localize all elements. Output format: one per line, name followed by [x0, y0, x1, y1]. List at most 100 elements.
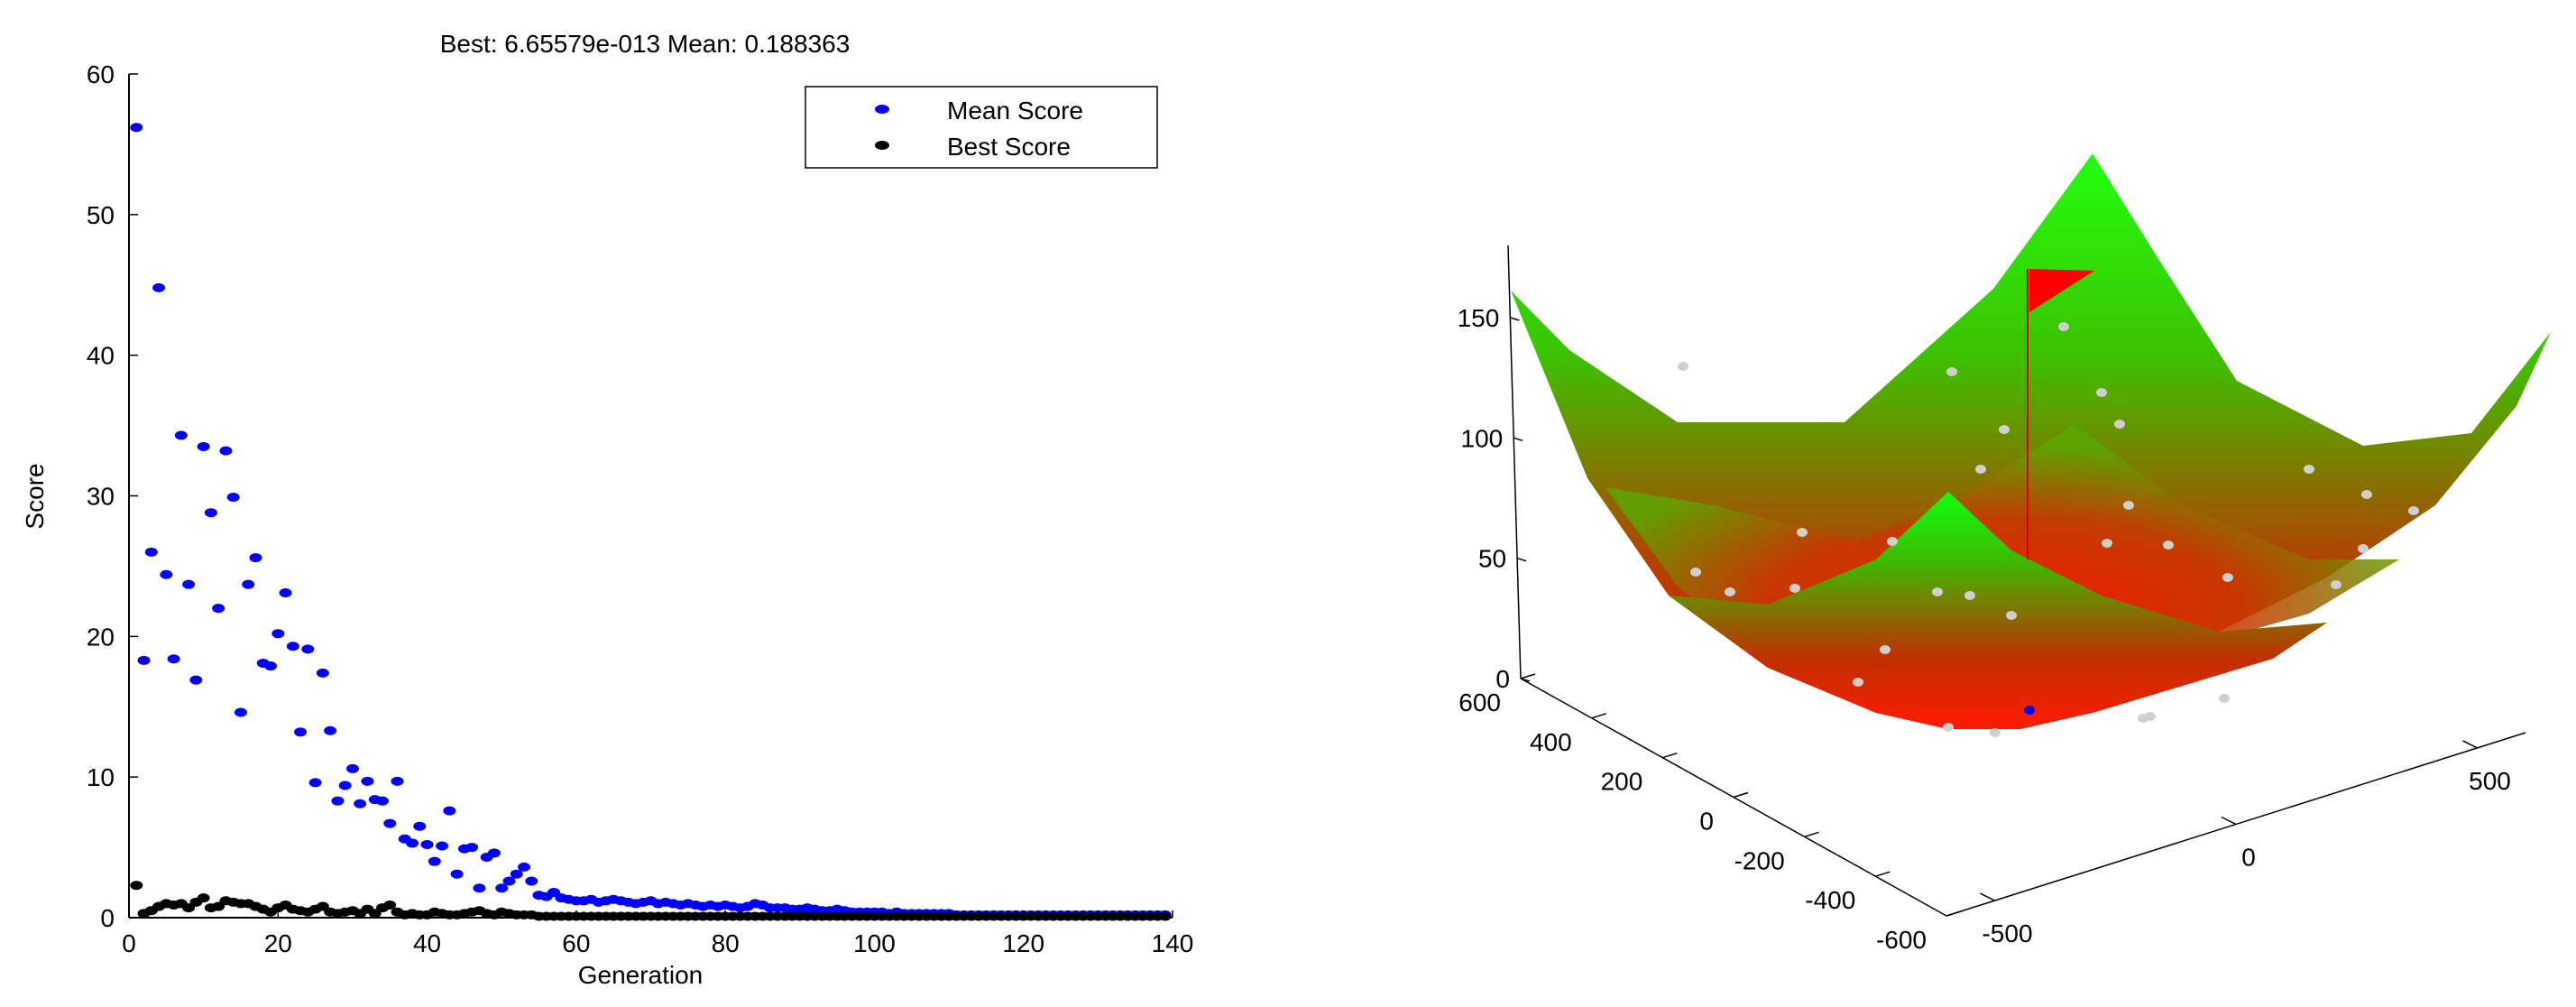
population-dot: [1943, 723, 1954, 732]
mean-score-point: [473, 883, 486, 893]
population-dot: [2102, 539, 2112, 548]
x3d-tick-label: 500: [2469, 767, 2511, 795]
mean-score-point: [167, 654, 180, 664]
mean-score-point: [502, 876, 516, 886]
population-dot: [1853, 678, 1863, 687]
y-axis-ticks: -600 -400 -200 0 200 400 600: [1458, 673, 1962, 954]
mean-score-point: [130, 123, 143, 133]
mean-score-point: [354, 799, 367, 808]
legend-label-mean: Mean Score: [947, 97, 1083, 125]
mean-score-point: [182, 579, 196, 589]
mean-score-point: [428, 856, 441, 866]
surface-plot: 0 50 100 150 -600 -400 -200 0 200 400 600 -500 0 50…: [1458, 153, 2551, 954]
x3d-tick: [1980, 892, 1995, 901]
mean-score-point: [375, 796, 389, 806]
surface-front: [1669, 492, 2327, 729]
y-tick-label: 50: [87, 201, 115, 229]
y-tick-label: 60: [87, 60, 115, 88]
mean-score-point: [242, 579, 255, 589]
population-dot: [1678, 362, 1688, 371]
mean-score-series: [130, 123, 1172, 919]
mean-score-point: [271, 629, 285, 639]
mean-score-point: [361, 776, 374, 786]
y3d-tick: [1804, 831, 1819, 838]
y3d-tick-label: 600: [1458, 688, 1501, 716]
population-dot: [2304, 465, 2314, 474]
mean-score-point: [301, 644, 315, 654]
mean-score-point: [308, 778, 322, 788]
mean-score-point: [226, 493, 240, 503]
x-tick-label: 0: [122, 929, 136, 957]
y3d-tick-label: 200: [1601, 768, 1643, 796]
population-dot: [1946, 367, 1957, 376]
best-score-point: [197, 893, 210, 903]
legend-marker-best: [875, 141, 889, 150]
population-dot: [2219, 694, 2230, 703]
x-axis-label: Generation: [578, 961, 704, 989]
mean-score-point: [391, 776, 404, 786]
y-axis: 0 10 20 30 40 50 60: [87, 60, 138, 932]
population-dot: [2361, 490, 2372, 499]
z-tick-label: 100: [1461, 424, 1504, 452]
z-tick: [1520, 678, 1531, 682]
y3d-tick-label: -400: [1805, 886, 1855, 914]
population-dot: [2331, 580, 2341, 589]
y-tick-label: 10: [87, 763, 115, 791]
x3d-tick-label: 0: [2241, 844, 2256, 872]
mean-score-point: [465, 843, 479, 853]
mean-score-point: [286, 642, 299, 651]
population-dot: [1797, 528, 1808, 537]
population-dot: [2408, 506, 2419, 515]
mean-score-point: [152, 282, 166, 292]
population-dot: [1880, 645, 1891, 654]
y3d-tick: [1591, 713, 1606, 719]
x-tick-label: 60: [562, 929, 590, 957]
population-dot: [1975, 465, 1986, 474]
mean-score-point: [249, 553, 262, 563]
x-tick-label: 40: [413, 929, 441, 957]
legend: Mean Score Best Score: [805, 86, 1158, 169]
legend-label-best: Best Score: [947, 133, 1071, 161]
best-score-point: [130, 881, 143, 891]
mean-score-point: [331, 796, 345, 806]
x3d-tick: [2221, 816, 2237, 826]
x-tick-label: 20: [264, 929, 292, 957]
x-tick-label: 120: [1002, 929, 1044, 957]
mean-score-point: [197, 441, 210, 451]
best-score-point: [316, 901, 329, 911]
y3d-tick-label: 400: [1530, 728, 1572, 756]
z-tick: [1516, 557, 1527, 562]
population-dot: [2163, 540, 2174, 550]
best-score-point: [368, 909, 382, 919]
mean-score-point: [436, 841, 449, 851]
population-dot: [1887, 537, 1898, 546]
y-tick-label: 20: [87, 623, 115, 651]
mean-score-point: [189, 675, 203, 685]
mean-score-point: [510, 869, 523, 879]
y3d-tick: [1662, 752, 1678, 759]
mean-score-point: [487, 848, 501, 858]
mean-score-point: [406, 838, 419, 848]
mean-score-point: [450, 869, 464, 879]
mean-score-point: [294, 727, 308, 737]
mean-score-point: [174, 430, 188, 440]
population-dot: [2358, 544, 2369, 553]
z-tick-label: 50: [1478, 545, 1506, 573]
mean-score-point: [518, 862, 531, 872]
mean-score-point: [234, 707, 247, 717]
z-tick-label: 0: [1495, 665, 1510, 693]
mean-score-point: [264, 661, 278, 671]
population-dot: [1964, 591, 1975, 600]
mean-score-point: [160, 569, 173, 579]
best-score-point: [182, 903, 196, 913]
mean-score-point: [324, 725, 337, 735]
population-dot: [1999, 425, 2010, 434]
x3d-tick-label: -500: [1982, 919, 2032, 947]
population-markers: [1678, 322, 2419, 737]
mean-score-point: [413, 821, 427, 831]
z-tick: [1513, 437, 1523, 442]
population-dot: [2222, 573, 2233, 582]
y3d-tick: [1875, 871, 1891, 877]
y3d-tick-label: -600: [1876, 926, 1927, 954]
population-dot: [2145, 712, 2156, 721]
